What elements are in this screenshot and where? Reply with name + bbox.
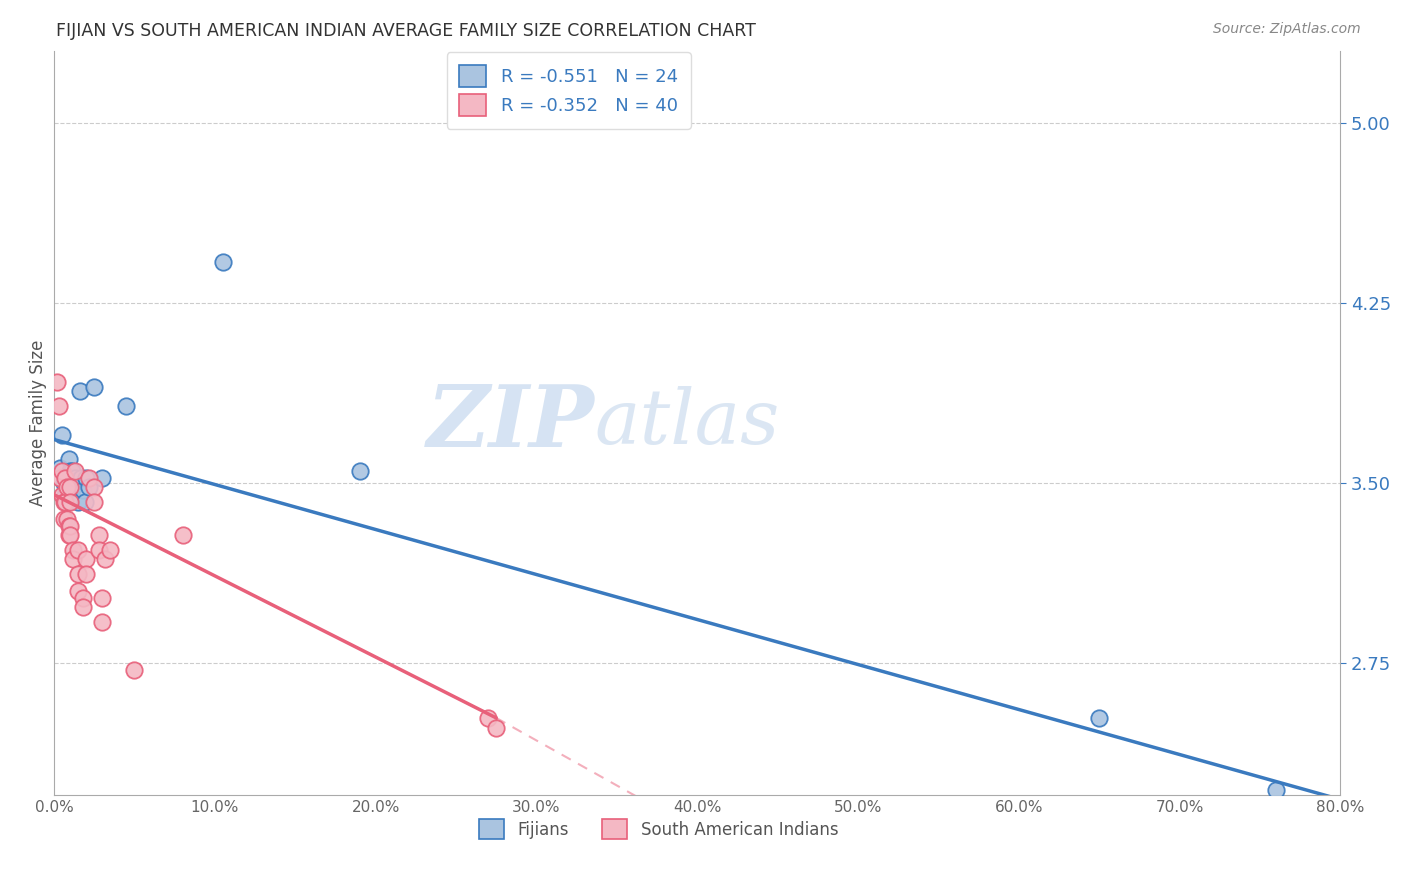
Legend: Fijians, South American Indians: Fijians, South American Indians	[472, 813, 845, 846]
Point	[58, 528, 80, 542]
Point	[58, 519, 80, 533]
Point	[83, 481, 105, 495]
Text: atlas: atlas	[595, 385, 780, 459]
Point	[59, 481, 82, 495]
Point	[63, 471, 86, 485]
Point	[485, 721, 508, 735]
Point	[59, 519, 82, 533]
Point	[62, 481, 84, 495]
Point	[67, 542, 90, 557]
Point	[83, 495, 105, 509]
Point	[49, 471, 72, 485]
Point	[91, 591, 114, 605]
Point	[72, 600, 94, 615]
Point	[58, 451, 80, 466]
Point	[212, 255, 235, 269]
Point	[91, 615, 114, 629]
Point	[79, 481, 101, 495]
Point	[56, 481, 79, 495]
Point	[67, 583, 90, 598]
Text: ZIP: ZIP	[426, 381, 595, 465]
Point	[59, 528, 82, 542]
Point	[477, 711, 499, 725]
Point	[63, 464, 86, 478]
Point	[75, 552, 97, 566]
Point	[59, 464, 82, 478]
Point	[124, 663, 146, 677]
Text: FIJIAN VS SOUTH AMERICAN INDIAN AVERAGE FAMILY SIZE CORRELATION CHART: FIJIAN VS SOUTH AMERICAN INDIAN AVERAGE …	[56, 22, 756, 40]
Point	[1265, 783, 1288, 797]
Point	[69, 384, 91, 399]
Point	[72, 591, 94, 605]
Point	[51, 488, 73, 502]
Point	[52, 495, 75, 509]
Point	[53, 471, 76, 485]
Point	[52, 475, 75, 490]
Point	[87, 528, 110, 542]
Point	[51, 427, 73, 442]
Point	[1088, 711, 1111, 725]
Point	[73, 495, 96, 509]
Point	[349, 464, 371, 478]
Point	[46, 375, 69, 389]
Point	[83, 380, 105, 394]
Point	[67, 495, 90, 509]
Point	[70, 471, 93, 485]
Point	[56, 511, 79, 525]
Point	[62, 542, 84, 557]
Point	[53, 495, 76, 509]
Point	[60, 464, 83, 478]
Point	[48, 399, 70, 413]
Point	[91, 471, 114, 485]
Point	[59, 495, 82, 509]
Text: Source: ZipAtlas.com: Source: ZipAtlas.com	[1213, 22, 1361, 37]
Point	[72, 483, 94, 497]
Point	[87, 542, 110, 557]
Point	[52, 511, 75, 525]
Point	[75, 471, 97, 485]
Y-axis label: Average Family Size: Average Family Size	[30, 340, 46, 506]
Point	[172, 528, 194, 542]
Point	[49, 461, 72, 475]
Point	[53, 488, 76, 502]
Point	[115, 399, 138, 413]
Point	[75, 566, 97, 581]
Point	[79, 471, 101, 485]
Point	[98, 542, 121, 557]
Point	[56, 495, 79, 509]
Point	[51, 464, 73, 478]
Point	[94, 552, 117, 566]
Point	[67, 566, 90, 581]
Point	[62, 552, 84, 566]
